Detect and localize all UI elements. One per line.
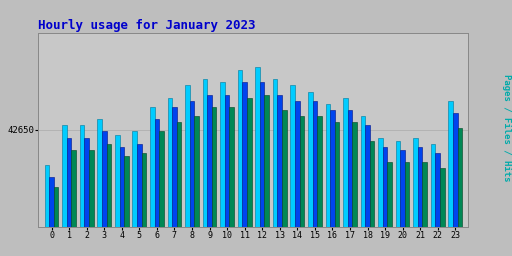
Bar bbox=[150, 107, 155, 256]
Bar bbox=[431, 144, 436, 256]
Text: Pages / Files / Hits: Pages / Files / Hits bbox=[502, 74, 511, 182]
Bar bbox=[295, 101, 300, 256]
Bar bbox=[440, 168, 444, 256]
Text: Hourly usage for January 2023: Hourly usage for January 2023 bbox=[38, 19, 256, 32]
Bar bbox=[326, 104, 330, 256]
Bar bbox=[449, 101, 453, 256]
Bar bbox=[102, 131, 106, 256]
Bar bbox=[203, 79, 207, 256]
Bar bbox=[62, 125, 67, 256]
Bar bbox=[194, 116, 199, 256]
Bar bbox=[422, 162, 427, 256]
Bar bbox=[119, 147, 124, 256]
Bar bbox=[313, 101, 317, 256]
Bar bbox=[308, 92, 313, 256]
Bar bbox=[400, 150, 405, 256]
Bar bbox=[84, 137, 89, 256]
Bar bbox=[436, 153, 440, 256]
Bar bbox=[360, 116, 365, 256]
Bar bbox=[396, 141, 400, 256]
Bar bbox=[97, 119, 102, 256]
Bar bbox=[330, 110, 335, 256]
Bar bbox=[71, 150, 76, 256]
Bar bbox=[260, 82, 265, 256]
Bar bbox=[45, 165, 49, 256]
Bar bbox=[343, 98, 348, 256]
Bar bbox=[282, 110, 287, 256]
Bar bbox=[418, 147, 422, 256]
Bar bbox=[137, 144, 142, 256]
Bar bbox=[159, 131, 164, 256]
Bar bbox=[220, 82, 225, 256]
Bar bbox=[155, 119, 159, 256]
Bar bbox=[458, 129, 462, 256]
Bar bbox=[225, 95, 229, 256]
Bar bbox=[413, 137, 418, 256]
Bar bbox=[133, 131, 137, 256]
Bar bbox=[172, 107, 177, 256]
Bar bbox=[335, 122, 339, 256]
Bar bbox=[370, 141, 374, 256]
Bar bbox=[177, 122, 181, 256]
Bar bbox=[185, 86, 190, 256]
Bar bbox=[317, 116, 322, 256]
Bar bbox=[365, 125, 370, 256]
Bar bbox=[229, 107, 234, 256]
Bar bbox=[247, 98, 251, 256]
Bar bbox=[49, 177, 54, 256]
Bar bbox=[273, 79, 278, 256]
Bar bbox=[255, 67, 260, 256]
Bar bbox=[212, 107, 217, 256]
Bar bbox=[67, 137, 71, 256]
Bar bbox=[348, 110, 352, 256]
Bar bbox=[242, 82, 247, 256]
Bar bbox=[80, 125, 84, 256]
Bar bbox=[89, 150, 94, 256]
Bar bbox=[378, 137, 383, 256]
Bar bbox=[124, 156, 129, 256]
Bar bbox=[453, 113, 458, 256]
Bar bbox=[405, 162, 410, 256]
Bar bbox=[278, 95, 282, 256]
Bar bbox=[167, 98, 172, 256]
Bar bbox=[352, 122, 357, 256]
Bar bbox=[290, 86, 295, 256]
Bar bbox=[383, 147, 388, 256]
Bar bbox=[190, 101, 194, 256]
Bar bbox=[388, 162, 392, 256]
Bar bbox=[115, 134, 119, 256]
Bar bbox=[300, 116, 304, 256]
Bar bbox=[106, 144, 111, 256]
Bar bbox=[54, 187, 58, 256]
Bar bbox=[142, 153, 146, 256]
Bar bbox=[238, 70, 242, 256]
Bar bbox=[207, 95, 212, 256]
Bar bbox=[265, 95, 269, 256]
